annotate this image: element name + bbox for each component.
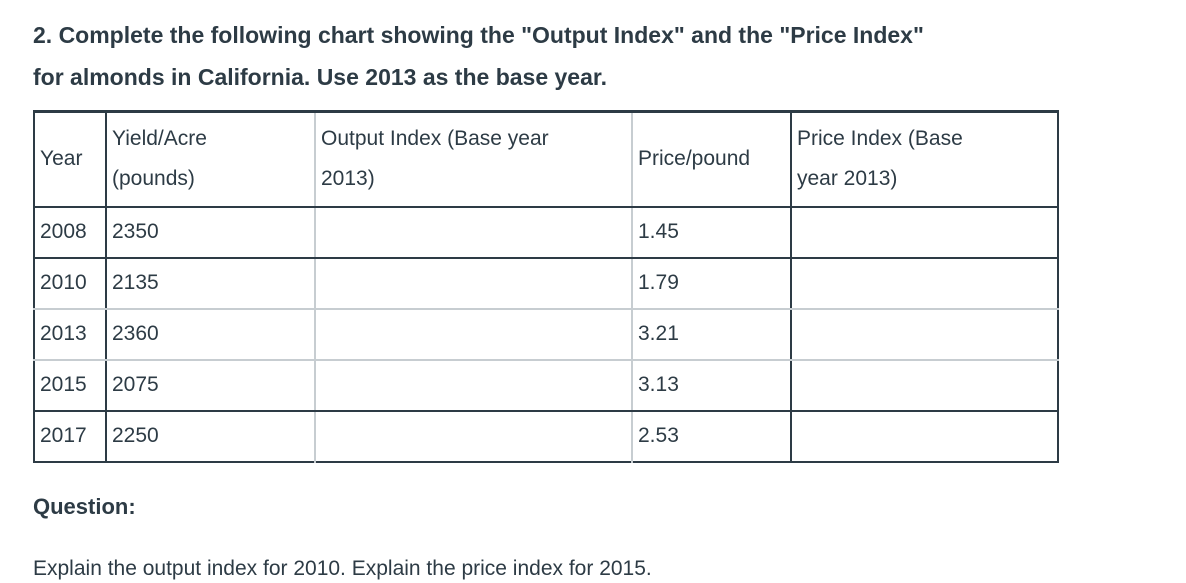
price-cell: 2.53 — [631, 410, 791, 462]
output-index-cell — [314, 257, 632, 310]
output-index-cell — [314, 359, 632, 412]
page-title: 2. Complete the following chart showing … — [33, 22, 924, 90]
yield-cell: 2135 — [105, 257, 315, 310]
question-label: Question: — [33, 493, 136, 519]
table-row: 2017 2250 2.53 — [34, 410, 1058, 462]
column-header-yield-per-acre: Yield/Acre (pounds) — [105, 111, 315, 208]
price-cell: 1.79 — [631, 257, 791, 310]
output-index-cell — [314, 308, 632, 361]
table-row: 2010 2135 1.79 — [34, 257, 1058, 310]
year-cell: 2015 — [34, 359, 106, 412]
price-cell: 1.45 — [631, 206, 791, 259]
column-header-price-per-pound: Price/pound — [631, 111, 791, 208]
yield-cell: 2350 — [105, 206, 315, 259]
column-header-price-index: Price Index (Base year 2013) — [790, 111, 1058, 208]
table-header-row: Year Yield/Acre (pounds) Output Index (B… — [34, 111, 1058, 208]
table-row: 2013 2360 3.21 — [34, 308, 1058, 361]
price-index-cell — [790, 206, 1058, 259]
table-row: 2015 2075 3.13 — [34, 359, 1058, 412]
yield-cell: 2075 — [105, 359, 315, 412]
output-index-cell — [314, 410, 632, 462]
column-header-year: Year — [34, 111, 106, 208]
year-cell: 2010 — [34, 257, 106, 310]
price-index-cell — [790, 410, 1058, 462]
yield-cell: 2250 — [105, 410, 315, 462]
price-cell: 3.21 — [631, 308, 791, 361]
year-cell: 2013 — [34, 308, 106, 361]
price-index-cell — [790, 257, 1058, 310]
price-cell: 3.13 — [631, 359, 791, 412]
almonds-index-table: Year Yield/Acre (pounds) Output Index (B… — [33, 110, 1059, 463]
column-header-output-index: Output Index (Base year 2013) — [314, 111, 632, 208]
price-index-cell — [790, 308, 1058, 361]
question-text: Explain the output index for 2010. Expla… — [33, 556, 652, 580]
yield-cell: 2360 — [105, 308, 315, 361]
year-cell: 2017 — [40, 424, 87, 447]
table-row: 2008 2350 1.45 — [34, 206, 1058, 259]
year-cell: 2008 — [34, 206, 106, 259]
output-index-cell — [314, 206, 632, 259]
price-index-cell — [790, 359, 1058, 412]
